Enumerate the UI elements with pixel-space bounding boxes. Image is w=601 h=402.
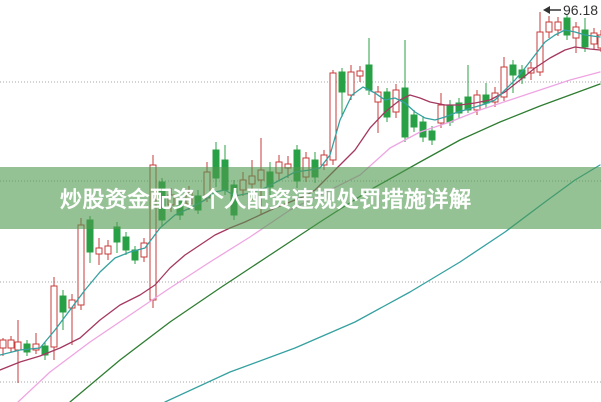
ma-long-pink — [17, 71, 601, 402]
candle-up — [500, 66, 508, 98]
candle-down — [581, 29, 589, 48]
candle-down — [338, 71, 346, 93]
headline-text: 炒股资金配资 个人配资违规处罚措施详解 — [60, 187, 472, 212]
candle-down — [113, 226, 121, 243]
candle-down — [563, 17, 571, 36]
candle-up — [50, 285, 58, 348]
candle-up — [14, 341, 22, 351]
candle-up — [329, 72, 337, 161]
candle-down — [419, 121, 427, 138]
candle-up — [590, 32, 598, 45]
candle-up — [356, 70, 364, 77]
candle-up — [95, 247, 103, 255]
annotation-arrow-head — [543, 6, 550, 14]
candle-up — [437, 104, 445, 124]
candle-up — [597, 34, 601, 49]
candle-down — [122, 236, 130, 251]
candle-down — [410, 114, 418, 128]
ma-short-teal — [0, 29, 601, 356]
candle-up — [104, 245, 112, 255]
candle-up — [0, 339, 7, 349]
candle-up — [320, 154, 328, 166]
candle-down — [383, 91, 391, 118]
candle-down — [401, 87, 409, 138]
candle-up — [347, 71, 355, 96]
candle-up — [140, 242, 148, 258]
candle-down — [23, 343, 31, 353]
headline-banner: 炒股资金配资 个人配资违规处罚措施详解 — [0, 167, 601, 229]
candle-down — [509, 64, 517, 76]
candle-up — [545, 21, 553, 33]
candle-up — [7, 339, 15, 349]
candle-up — [554, 21, 562, 31]
candle-down — [59, 295, 67, 313]
price-annotation-label: 96.18 — [563, 2, 598, 18]
candle-down — [455, 102, 463, 114]
candle-up — [32, 343, 40, 351]
candle-down — [365, 64, 373, 91]
candle-down — [41, 345, 49, 356]
candle-down — [428, 130, 436, 141]
